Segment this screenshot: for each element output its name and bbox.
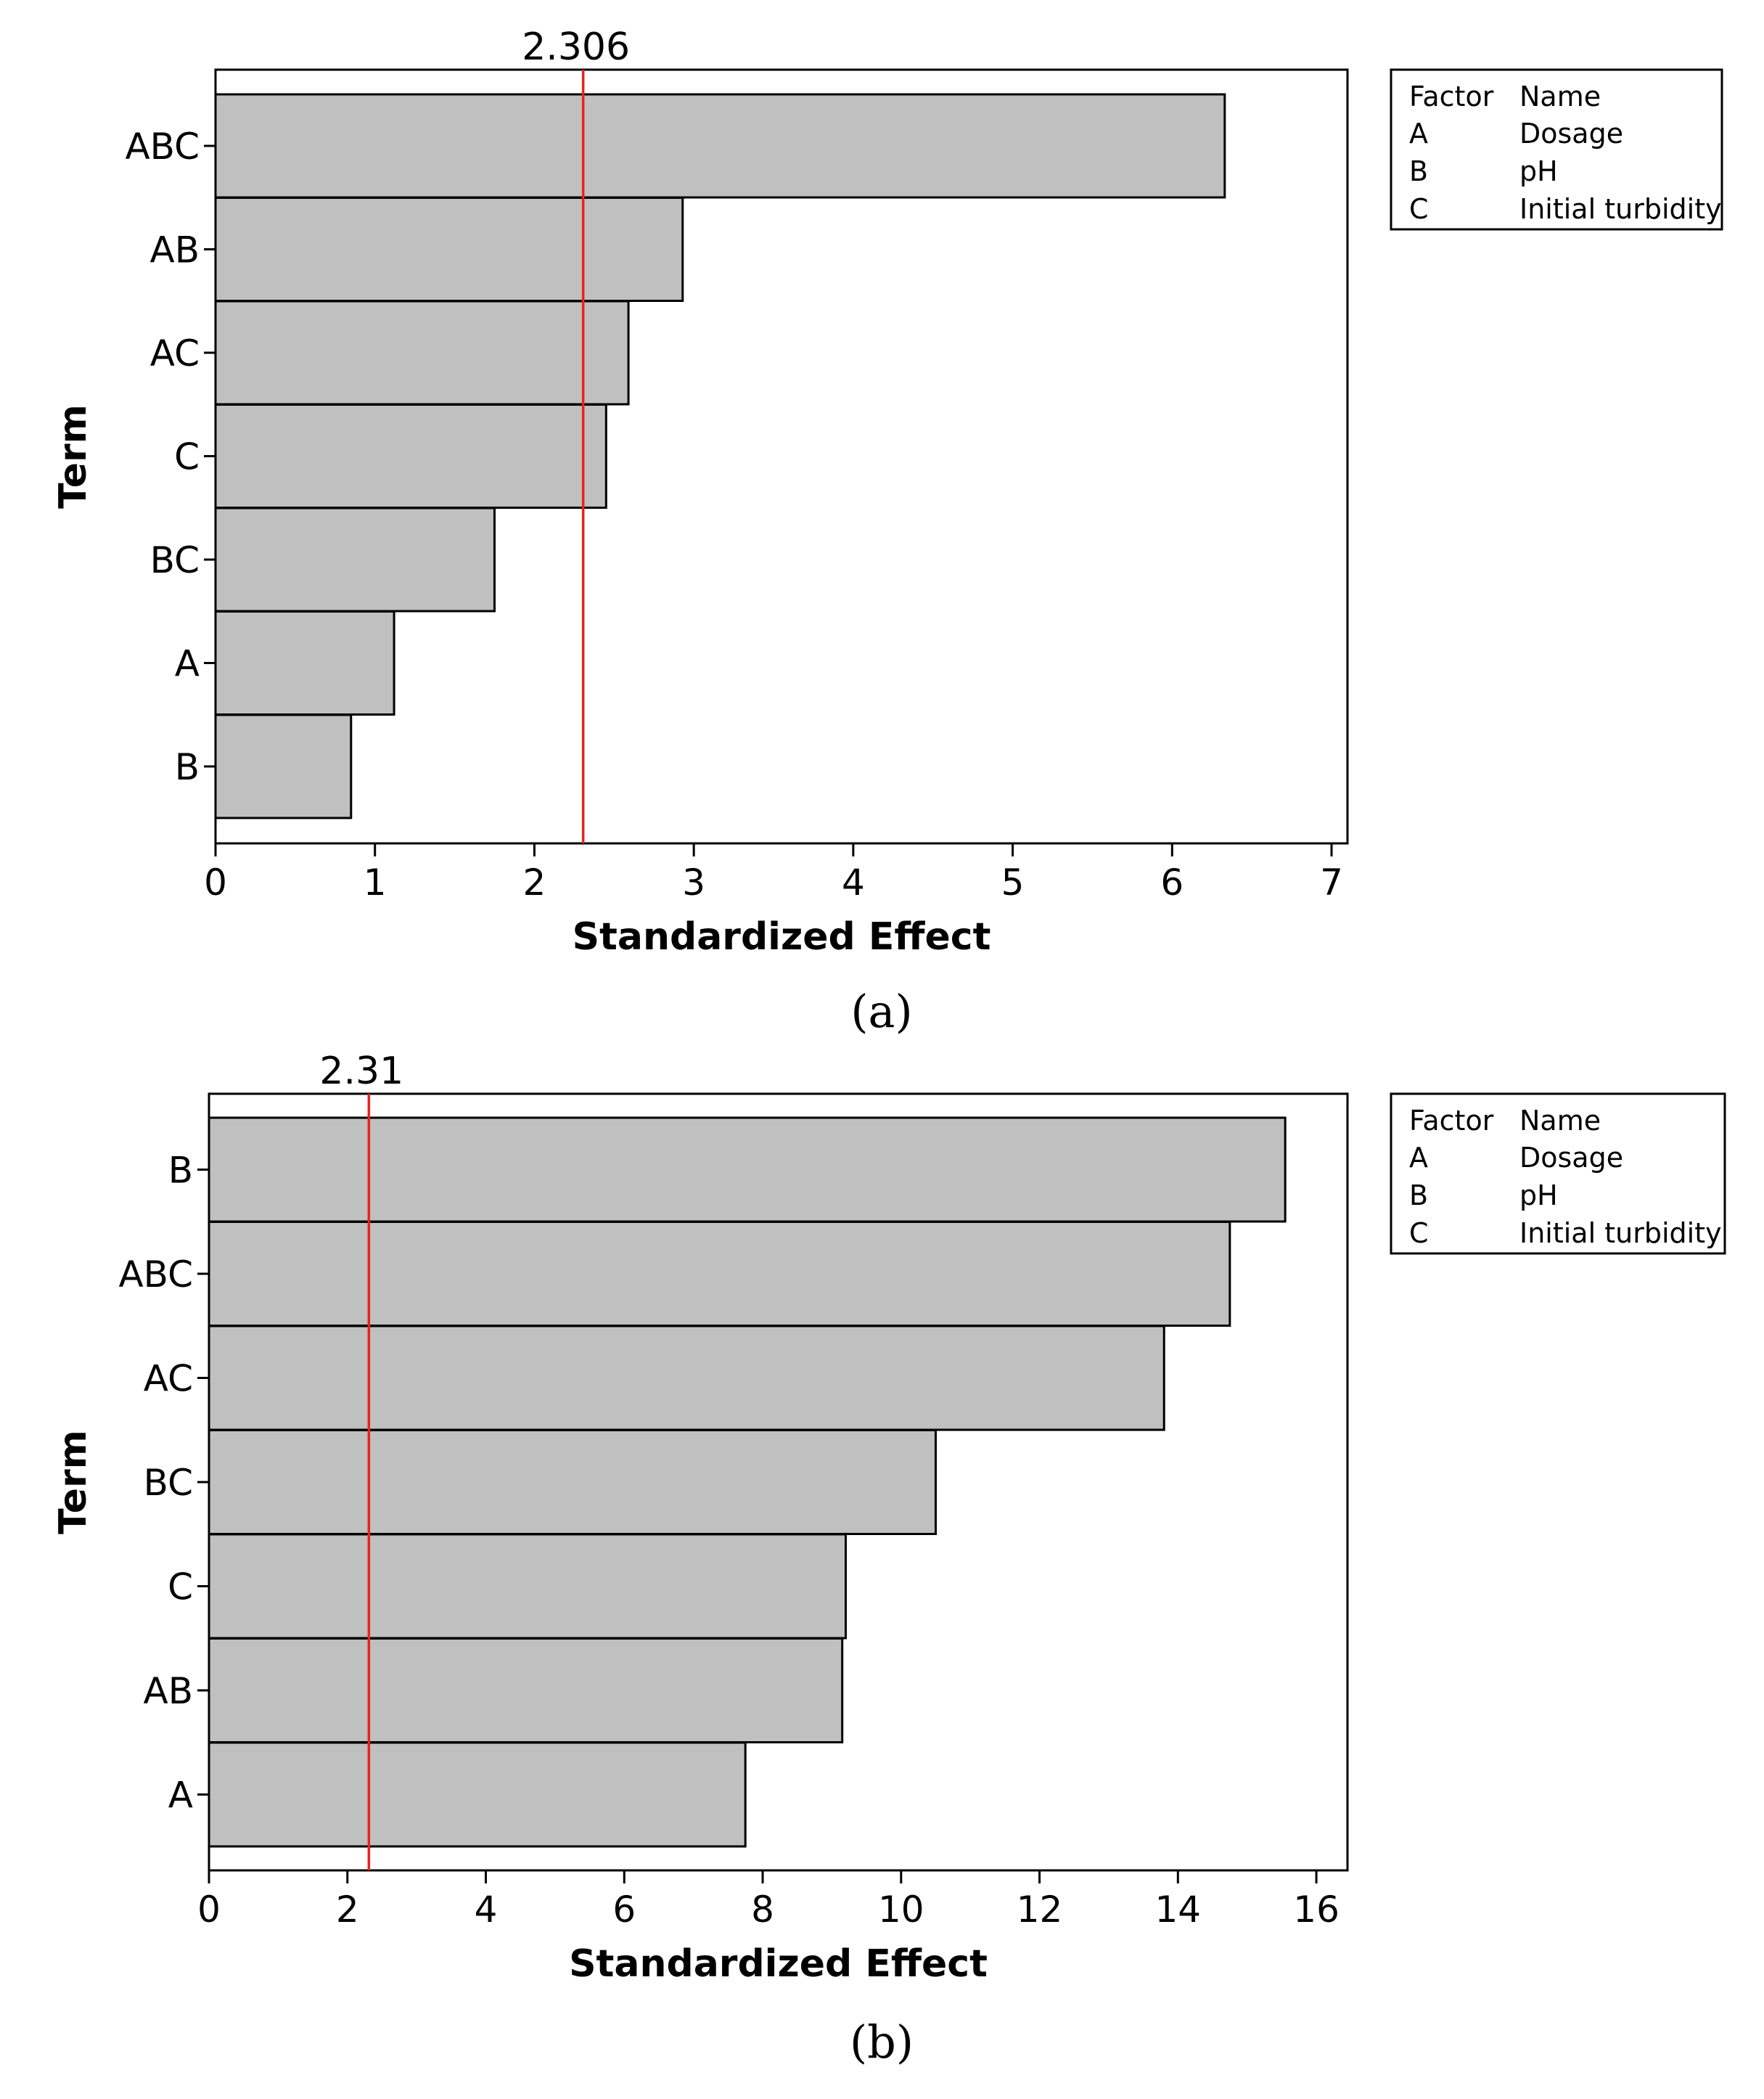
bar-c (208, 1533, 847, 1640)
legend-factor-name: Dosage (1519, 118, 1623, 150)
y-tick-label: C (168, 1566, 193, 1608)
legend-factor-code: A (1409, 1142, 1428, 1174)
y-tick-label: AB (149, 229, 200, 271)
legend-header-factor: Factor (1409, 81, 1494, 112)
panel-label: (b) (850, 2016, 914, 2069)
legend-factor-code: A (1409, 118, 1428, 150)
bar-c (214, 404, 607, 509)
legend-factor-code: C (1409, 193, 1429, 225)
bar-bc (208, 1429, 937, 1535)
bar-abc (214, 93, 1226, 199)
bar-ac (208, 1325, 1165, 1431)
x-tick-label: 4 (475, 1889, 498, 1931)
y-tick-label: A (168, 1775, 193, 1817)
x-tick-label: 14 (1155, 1889, 1202, 1931)
y-tick-label: AC (144, 1358, 193, 1400)
reference-line-label: 2.31 (319, 1050, 403, 1093)
x-tick-label: 2 (523, 862, 546, 904)
legend-factor-name: Initial turbidity (1519, 193, 1722, 225)
bar-a (208, 1741, 747, 1848)
y-tick-label: ABC (118, 1253, 193, 1296)
x-tick-label: 2 (336, 1889, 359, 1931)
x-tick-label: 1 (364, 862, 387, 904)
y-axis-title: Term (52, 404, 95, 509)
bar-bc (214, 507, 496, 613)
legend-header-name: Name (1519, 1105, 1601, 1137)
bar-ac (214, 300, 630, 406)
x-tick-label: 7 (1320, 862, 1343, 904)
x-tick-label: 0 (204, 862, 227, 904)
y-tick-label: C (174, 436, 200, 478)
y-tick-label: AC (150, 332, 200, 375)
x-tick-label: 3 (682, 862, 705, 904)
x-tick-label: 4 (842, 862, 865, 904)
legend-header-factor: Factor (1409, 1105, 1494, 1137)
legend-factor-name: pH (1519, 1179, 1558, 1211)
x-tick-label: 5 (1001, 862, 1025, 904)
bar-b (208, 1116, 1287, 1223)
y-tick-label: BC (150, 539, 200, 581)
bar-ab (208, 1637, 844, 1743)
bar-ab (214, 197, 684, 302)
legend-factor-code: B (1409, 155, 1428, 187)
factor-legend-box (1390, 68, 1723, 231)
factor-legend-box (1390, 1092, 1726, 1255)
x-tick-label: 10 (878, 1889, 924, 1931)
bar-abc (208, 1221, 1231, 1327)
bar-a (214, 610, 395, 716)
x-tick-label: 16 (1293, 1889, 1340, 1931)
x-tick-label: 12 (1017, 1889, 1063, 1931)
bar-b (214, 713, 353, 819)
y-tick-label: AB (143, 1670, 193, 1712)
x-axis-title: Standardized Effect (569, 1942, 988, 1986)
y-tick-label: B (168, 1150, 193, 1192)
panel-label: (a) (850, 985, 912, 1038)
y-tick-label: ABC (125, 126, 200, 168)
legend-factor-name: Dosage (1519, 1142, 1623, 1174)
legend-factor-code: C (1409, 1217, 1429, 1249)
reference-line-label: 2.306 (522, 25, 630, 69)
x-tick-label: 8 (751, 1889, 774, 1931)
y-tick-label: BC (144, 1462, 193, 1504)
x-tick-label: 6 (612, 1889, 636, 1931)
legend-factor-code: B (1409, 1179, 1428, 1211)
legend-factor-name: pH (1519, 155, 1558, 187)
x-tick-label: 6 (1160, 862, 1183, 904)
y-tick-label: A (175, 643, 200, 685)
x-tick-label: 0 (197, 1889, 221, 1931)
y-tick-label: B (175, 746, 200, 788)
y-axis-title: Term (52, 1430, 95, 1534)
x-axis-title: Standardized Effect (573, 915, 991, 959)
legend-factor-name: Initial turbidity (1519, 1217, 1722, 1249)
legend-header-name: Name (1519, 81, 1601, 112)
